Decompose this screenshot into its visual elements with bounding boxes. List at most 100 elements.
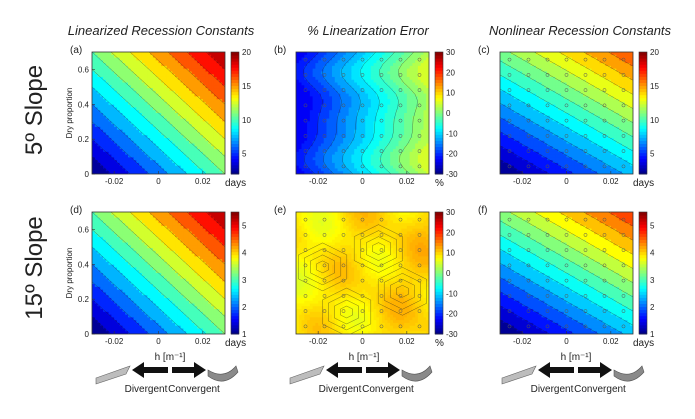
heat-cell <box>200 154 204 158</box>
heat-cell <box>508 162 512 167</box>
heat-cell <box>216 71 221 75</box>
heat-cell <box>326 74 330 78</box>
heat-cell <box>404 146 408 150</box>
heat-cell <box>508 79 512 84</box>
heat-cell <box>144 68 149 73</box>
heat-cell <box>216 57 221 61</box>
heat-cell <box>219 107 223 111</box>
heat-cell <box>395 99 400 103</box>
heat-cell <box>420 137 425 142</box>
contour-line <box>92 52 225 174</box>
heat-cell <box>161 96 165 100</box>
heat-cell <box>94 60 99 64</box>
heat-cell <box>152 115 157 120</box>
heat-cell <box>205 90 209 95</box>
heat-cell <box>219 110 223 114</box>
heat-cell <box>152 110 157 114</box>
heat-cell <box>362 160 366 164</box>
heat-cell <box>404 165 408 170</box>
heat-cell <box>166 76 171 81</box>
heat-cell <box>387 76 391 81</box>
heat-cell <box>172 143 176 147</box>
heat-cell <box>370 101 375 106</box>
heat-cell <box>417 60 422 64</box>
heat-cell <box>381 85 386 89</box>
heat-cell <box>412 93 416 97</box>
heat-cell <box>188 104 193 109</box>
heat-cell <box>392 132 397 136</box>
heat-cell <box>307 57 311 61</box>
heat-cell <box>188 85 193 89</box>
heat-cell <box>105 71 110 75</box>
heat-cell <box>376 118 380 122</box>
heat-cell <box>329 137 333 142</box>
heat-cell <box>519 149 523 153</box>
heat-cell <box>177 140 182 145</box>
heat-cell <box>406 113 411 117</box>
heat-cell <box>219 88 223 92</box>
heat-cell <box>92 157 96 161</box>
heat-cell <box>365 99 369 103</box>
heat-cell <box>213 85 218 89</box>
sample-marker <box>341 88 346 92</box>
heat-cell <box>177 60 182 64</box>
heat-cell <box>409 74 413 78</box>
heat-cell <box>522 132 526 136</box>
heat-cell <box>312 135 316 139</box>
heat-cell <box>508 68 512 73</box>
heat-cell <box>513 118 518 122</box>
heat-cell <box>158 68 162 73</box>
heat-cell <box>100 137 104 142</box>
heat-cell <box>307 149 311 153</box>
heat-cell <box>398 110 402 114</box>
heat-cell <box>164 126 168 131</box>
heat-cell <box>186 157 190 161</box>
heat-cell <box>524 149 529 153</box>
heat-cell <box>522 135 526 139</box>
heat-cell <box>395 104 400 109</box>
heat-cell <box>114 71 118 75</box>
heat-cell <box>103 60 107 64</box>
heat-cell <box>119 137 124 142</box>
colorbar-band <box>231 122 239 126</box>
heat-cell <box>392 118 397 122</box>
heat-cell <box>513 71 518 75</box>
heat-cell <box>122 154 126 158</box>
heat-cell <box>177 74 182 78</box>
heat-cell <box>144 96 149 100</box>
heat-cell <box>172 113 176 117</box>
heat-cell <box>161 160 165 164</box>
heat-cell <box>334 76 339 81</box>
heat-cell <box>423 135 427 139</box>
heat-cell <box>312 99 316 103</box>
heat-cell <box>326 107 330 111</box>
heat-cell <box>111 135 115 139</box>
heat-cell <box>404 99 408 103</box>
heat-cell <box>180 146 185 150</box>
heat-cell <box>356 76 361 81</box>
heat-cell <box>186 104 190 109</box>
heat-cell <box>318 118 322 122</box>
heat-cell <box>136 96 140 100</box>
heat-cell <box>334 121 339 125</box>
heat-cell <box>183 60 187 64</box>
sample-marker <box>417 88 422 92</box>
heat-cell <box>323 118 328 122</box>
heat-cell <box>144 107 149 111</box>
heat-cell <box>351 54 355 59</box>
heat-cell <box>103 121 107 125</box>
heat-cell <box>409 82 413 86</box>
sample-marker <box>379 88 384 92</box>
heat-cell <box>354 65 358 70</box>
heat-cell <box>420 121 425 125</box>
heat-cell <box>519 115 523 120</box>
heat-cell <box>188 135 193 139</box>
heat-cell <box>216 85 221 89</box>
heat-cell <box>406 68 411 73</box>
heat-cell <box>200 113 204 117</box>
heat-cell <box>119 85 124 89</box>
heat-cell <box>158 101 162 106</box>
heat-cell <box>340 110 344 114</box>
heat-cell <box>376 113 380 117</box>
